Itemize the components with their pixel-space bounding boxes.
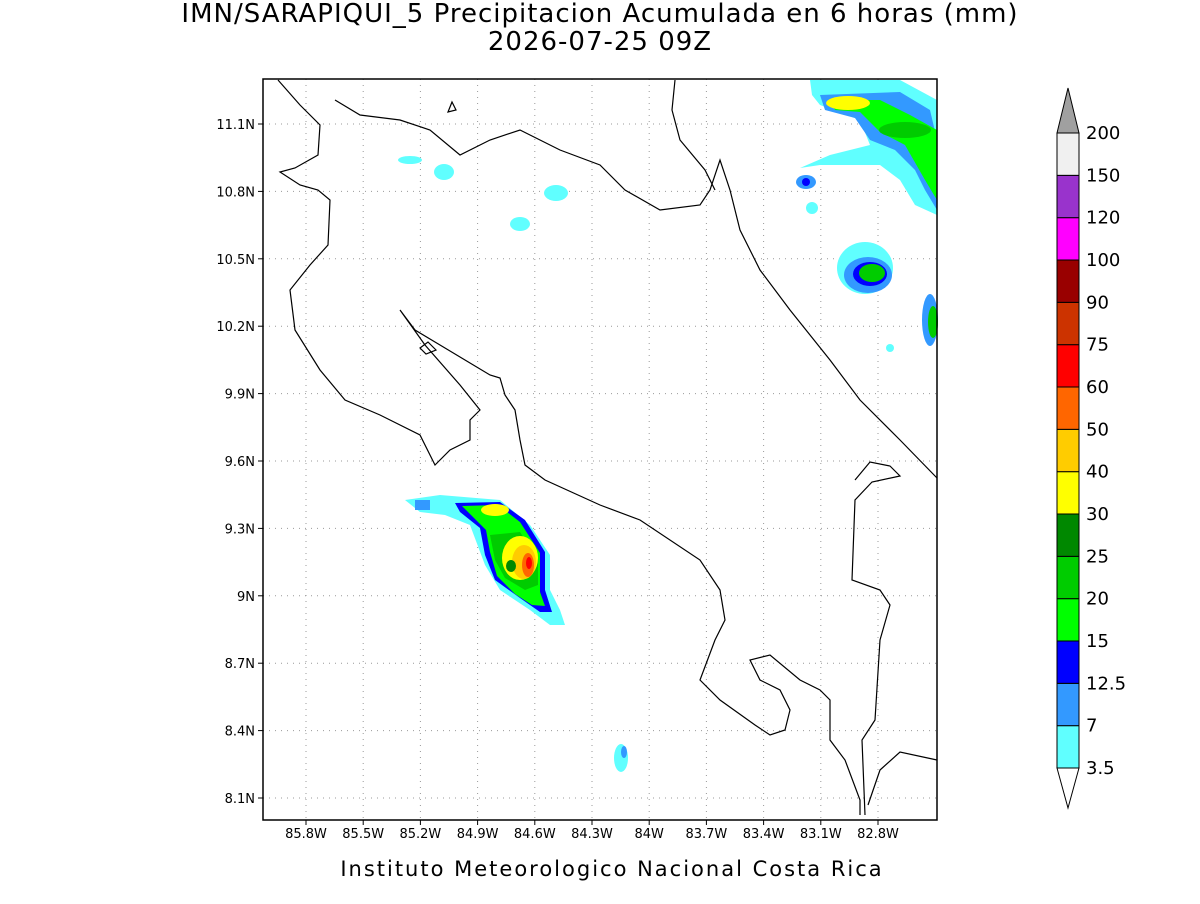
grid: [263, 79, 937, 820]
x-tick-label: 83.1W: [800, 827, 842, 842]
colorbar-label: 200: [1086, 123, 1120, 144]
precip-area: [886, 344, 894, 352]
colorbar-box: [1056, 386, 1080, 430]
footer: Instituto Meteorologico Nacional Costa R…: [340, 857, 883, 881]
colorbar-under: [1056, 767, 1080, 810]
precip-area: [802, 178, 810, 186]
coastline: [277, 79, 861, 815]
y-tick-label: 10.5N: [216, 253, 255, 268]
y-tick-label: 10.8N: [216, 185, 255, 200]
y-tick-label: 8.1N: [225, 792, 255, 807]
colorbar-label: 15: [1086, 631, 1109, 652]
colorbar-box: [1056, 513, 1080, 557]
colorbar-label: 90: [1086, 292, 1109, 313]
x-tick-label: 83.4W: [743, 827, 785, 842]
y-tick-label: 11.1N: [216, 118, 255, 133]
colorbar-label: 30: [1086, 504, 1109, 525]
colorbar-over: [1056, 87, 1080, 134]
colorbar-label: 60: [1086, 377, 1109, 398]
colorbar-box: [1056, 217, 1080, 261]
colorbar-box: [1056, 555, 1080, 600]
colorbar-box: [1056, 428, 1080, 473]
x-tick-label: 85.2W: [399, 827, 441, 842]
y-tick-label: 9.9N: [225, 388, 255, 403]
precip-area: [526, 557, 532, 569]
colorbar-box: [1056, 301, 1080, 346]
map-frame: [262, 78, 938, 821]
y-tick-label: 10.2N: [216, 320, 255, 335]
island: [419, 341, 438, 355]
colorbar-label: 25: [1086, 546, 1109, 567]
title: IMN/SARAPIQUI_5 Precipitacion Acumulada …: [181, 0, 1018, 29]
x-tick-label: 84.3W: [571, 827, 613, 842]
colorbar-box: [1056, 344, 1080, 388]
precip-area: [826, 96, 870, 110]
subtitle: 2026-07-25 09Z: [488, 27, 712, 57]
colorbar-box: [1056, 725, 1080, 769]
colorbar-label: 7: [1086, 716, 1097, 737]
colorbar-label: 40: [1086, 462, 1109, 483]
x-tick-label: 83.7W: [685, 827, 727, 842]
colorbar-label: 150: [1086, 165, 1120, 186]
y-tick-label: 8.7N: [225, 657, 255, 672]
precip-area: [544, 185, 568, 201]
border: [851, 461, 902, 816]
x-tick-label: 85.8W: [285, 827, 327, 842]
x-tick-label: 85.5W: [342, 827, 384, 842]
colorbar-label: 20: [1086, 589, 1109, 610]
colorbar: 3.5 7 12.5 15 20 25 30 40 50 60 75 90 100 120 150 200: [1056, 87, 1126, 810]
precip-area: [928, 306, 938, 338]
precip-area: [621, 746, 627, 758]
coastlines: [277, 79, 938, 816]
colorbar-box: [1056, 132, 1080, 176]
precip-area: [415, 500, 430, 510]
colorbar-label: 120: [1086, 208, 1120, 229]
colorbar-box: [1056, 598, 1080, 642]
y-tick-label: 9.3N: [225, 522, 255, 537]
border: [334, 99, 938, 479]
precip-area: [859, 264, 885, 282]
colorbar-label: 3.5: [1086, 758, 1115, 779]
x-tick-label: 84.6W: [514, 827, 556, 842]
precip-area: [398, 156, 422, 164]
precip-area: [506, 560, 516, 572]
y-tick-label: 9.6N: [225, 455, 255, 470]
colorbar-label: 50: [1086, 419, 1109, 440]
colorbar-box: [1056, 174, 1080, 219]
x-tick-label: 84W: [634, 827, 664, 842]
precip-area: [434, 164, 454, 180]
x-tick-label: 82.8W: [857, 827, 899, 842]
precip-area: [510, 217, 530, 231]
coastline: [671, 79, 716, 191]
colorbar-label: 12.5: [1086, 673, 1126, 694]
y-tick-label: 8.4N: [225, 725, 255, 740]
precip-area: [806, 202, 818, 214]
island: [447, 100, 457, 113]
x-tick-label: 84.9W: [457, 827, 499, 842]
coastline: [867, 751, 938, 806]
colorbar-box: [1056, 640, 1080, 684]
colorbar-box: [1056, 259, 1080, 303]
precip-area: [481, 504, 509, 516]
precip-area: [879, 122, 931, 138]
colorbar-label: 75: [1086, 335, 1109, 356]
precipitation: [398, 80, 938, 772]
colorbar-label: 100: [1086, 250, 1120, 271]
colorbar-box: [1056, 682, 1080, 727]
colorbar-box: [1056, 471, 1080, 515]
y-tick-label: 9N: [237, 590, 255, 605]
